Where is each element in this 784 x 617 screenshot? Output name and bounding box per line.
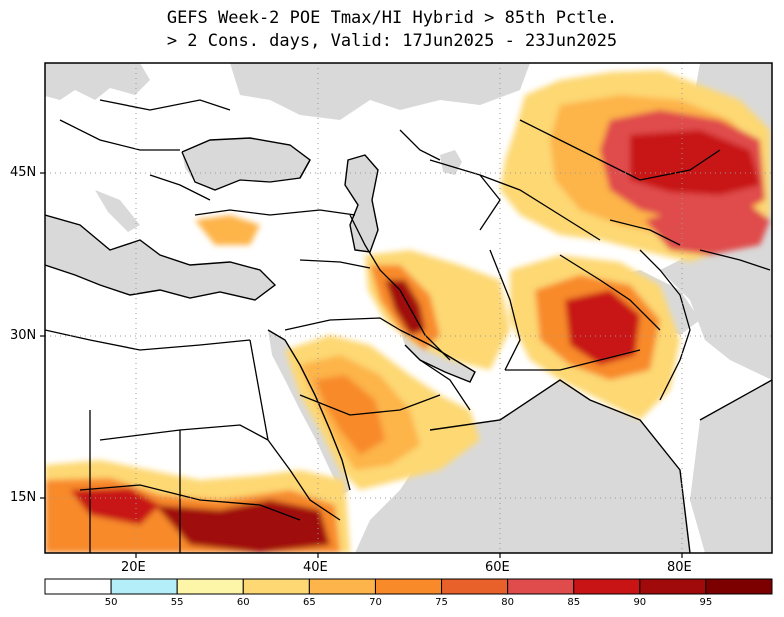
graticule [45, 63, 772, 553]
colorbar-swatch [507, 578, 575, 595]
red-sea [268, 330, 350, 495]
lat-label-15n: 15N [10, 490, 37, 505]
colorbar-label: 50 [104, 597, 118, 608]
colorbar-swatch [441, 578, 509, 595]
axis-ticks [40, 172, 683, 558]
map-area [45, 63, 772, 553]
lon-label-40e: 40E [303, 560, 328, 575]
colorbar-label: 85 [567, 597, 581, 608]
turkey-orange [195, 215, 260, 245]
lat-label-45n: 45N [10, 165, 37, 180]
probability-shading [45, 70, 770, 553]
lon-label-80e: 80E [667, 560, 692, 575]
lat-label-30n: 30N [10, 328, 37, 343]
country-borders [45, 99, 771, 553]
north-sea-baltic [45, 63, 150, 100]
colorbar-swatch [44, 578, 112, 595]
iraq-darkred [385, 280, 425, 335]
colorbar-label: 65 [302, 597, 316, 608]
lon-label-60e: 60E [485, 560, 510, 575]
colorbar-label: 70 [369, 597, 382, 608]
colorbar-label: 55 [170, 597, 184, 608]
colorbar-swatch [242, 578, 310, 595]
colorbar-label: 80 [501, 597, 514, 608]
colorbar-swatch [176, 578, 244, 595]
map-frame [44, 62, 773, 554]
sudan-darkred [155, 500, 330, 553]
colorbar-swatch [639, 578, 707, 595]
coastlines [45, 137, 772, 553]
chad-red [70, 488, 160, 525]
colorbar-label: 90 [633, 597, 647, 608]
lon-label-20e: 20E [121, 560, 146, 575]
caspian-sea [345, 155, 378, 252]
colorbar-label: 75 [435, 597, 448, 608]
kazakhstan-darkred [630, 130, 760, 195]
colorbar-swatch [374, 578, 443, 595]
russia-grey [230, 63, 530, 120]
colorbar-swatch [308, 578, 376, 595]
colorbar-label: 60 [236, 597, 250, 608]
bay-of-bengal [690, 380, 772, 553]
pakistan-red [565, 290, 640, 365]
adriatic [95, 190, 140, 232]
colorbar-label: 95 [699, 597, 713, 608]
colorbar-swatch [573, 578, 641, 595]
mediterranean [45, 215, 275, 300]
colorbar-swatch [705, 578, 773, 595]
colorbar [44, 578, 773, 595]
aral-sea [440, 150, 462, 175]
black-sea [182, 138, 310, 190]
arabian-sea [355, 380, 690, 553]
map-title-line1: GEFS Week-2 POE Tmax/HI Hybrid > 85th Pc… [166, 8, 618, 28]
colorbar-swatch [110, 578, 178, 595]
map-title-line2: > 2 Cons. days, Valid: 17Jun2025 - 23Jun… [166, 31, 618, 51]
